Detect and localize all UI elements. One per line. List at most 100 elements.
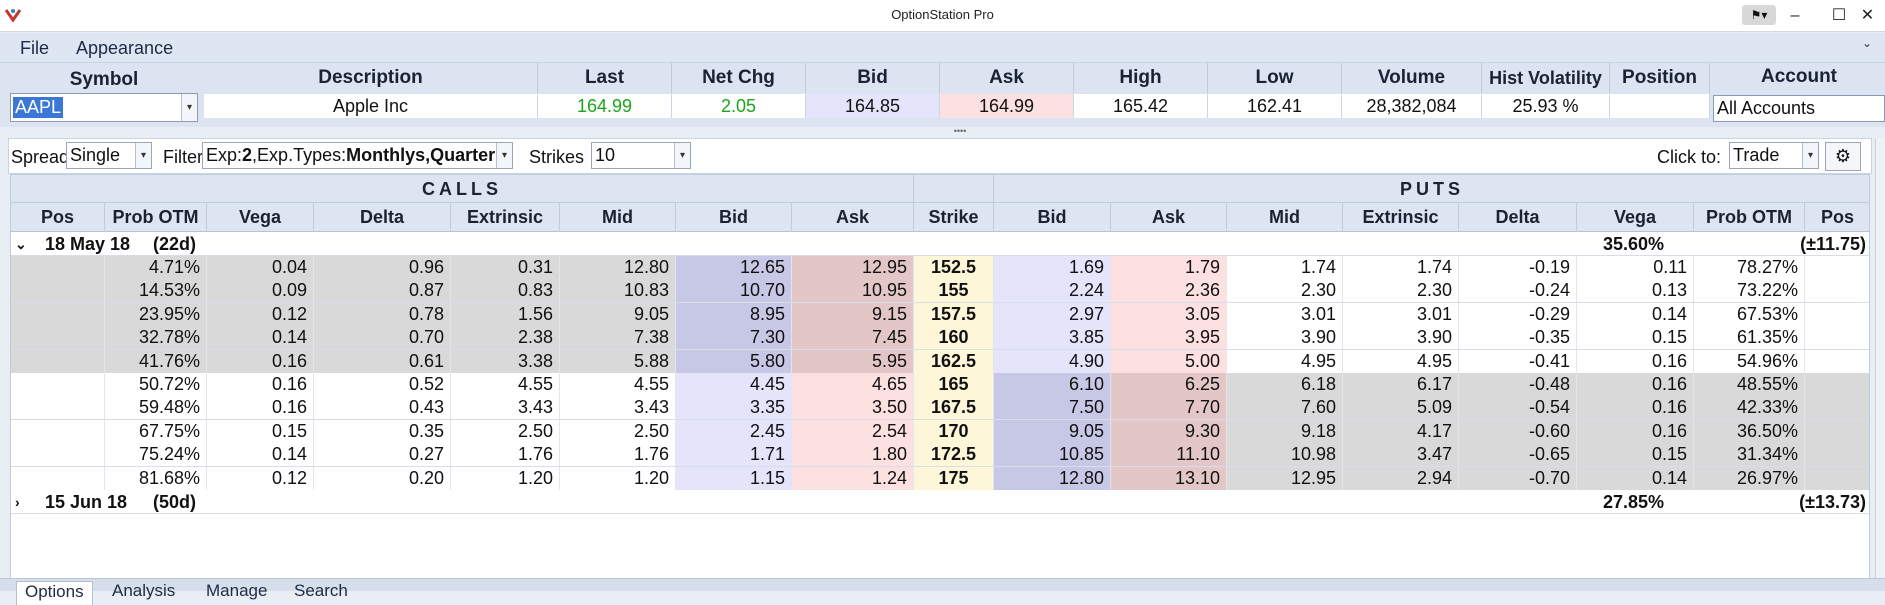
chevron-down-icon[interactable]: ⌄ [1862, 36, 1873, 50]
chain-row[interactable]: 67.75% 0.15 0.35 2.50 2.50 2.45 2.54 170 9.05 9.3… [11, 419, 1869, 444]
call-bid-cell[interactable]: 2.45 [676, 419, 792, 443]
spread-select[interactable]: Single ▾ [66, 142, 152, 169]
column-header-put-pos[interactable]: Pos [1805, 203, 1869, 232]
column-header-call-mid[interactable]: Mid [560, 203, 676, 232]
put-bid-cell[interactable]: 4.90 [994, 349, 1111, 373]
chain-row[interactable]: 81.68% 0.12 0.20 1.20 1.20 1.15 1.24 175 12.80 13… [11, 466, 1869, 491]
put-ask-cell[interactable]: 3.05 [1111, 302, 1227, 326]
chevron-down-icon[interactable]: ▾ [674, 143, 690, 168]
column-header-strike[interactable]: Strike [914, 203, 994, 232]
column-header-put-bid[interactable]: Bid [994, 203, 1111, 232]
splitter-grip-icon[interactable]: •••• [953, 126, 967, 136]
call-ask-cell[interactable]: 5.95 [792, 349, 914, 373]
call-bid-cell[interactable]: 7.30 [676, 326, 792, 350]
call-ask-cell[interactable]: 10.95 [792, 279, 914, 303]
account-select[interactable]: All Accounts [1713, 95, 1885, 122]
put-ask-cell[interactable]: 5.00 [1111, 349, 1227, 373]
column-header-put-mid[interactable]: Mid [1227, 203, 1343, 232]
chain-row[interactable]: 23.95% 0.12 0.78 1.56 9.05 8.95 9.15 157.5 2.97 3… [11, 302, 1869, 327]
put-ask-cell[interactable]: 13.10 [1111, 466, 1227, 490]
put-ask-cell[interactable]: 6.25 [1111, 373, 1227, 396]
call-ask-cell[interactable]: 3.50 [792, 396, 914, 420]
clickto-select[interactable]: Trade ▾ [1729, 142, 1819, 169]
column-header-call-vega[interactable]: Vega [207, 203, 314, 232]
put-bid-cell[interactable]: 7.50 [994, 396, 1111, 420]
call-bid-cell[interactable]: 8.95 [676, 302, 792, 326]
chain-row[interactable]: 75.24% 0.14 0.27 1.76 1.76 1.71 1.80 172.5 10.85… [11, 443, 1869, 468]
put-ask-cell[interactable]: 2.36 [1111, 279, 1227, 303]
put-bid-cell[interactable]: 12.80 [994, 466, 1111, 490]
column-header-put-extrinsic[interactable]: Extrinsic [1343, 203, 1459, 232]
column-header-call-extrinsic[interactable]: Extrinsic [451, 203, 560, 232]
call-bid-cell[interactable]: 1.15 [676, 466, 792, 490]
flag-icon[interactable]: ⚑▾ [1742, 5, 1776, 25]
minimize-button[interactable]: – [1790, 7, 1800, 24]
call-ask-cell[interactable]: 7.45 [792, 326, 914, 350]
call-ask-cell[interactable]: 1.24 [792, 466, 914, 490]
tab-analysis[interactable]: Analysis [112, 581, 176, 600]
maximize-button[interactable]: ☐ [1831, 7, 1847, 24]
chevron-down-icon[interactable]: ▾ [135, 143, 151, 168]
tab-options[interactable]: Options [16, 581, 93, 605]
menu-appearance[interactable]: Appearance [76, 38, 174, 58]
call-ask-cell[interactable]: 2.54 [792, 419, 914, 443]
put-ask-cell[interactable]: 11.10 [1111, 443, 1227, 467]
call-bid-cell[interactable]: 4.45 [676, 373, 792, 396]
put-ask-cell[interactable]: 1.79 [1111, 256, 1227, 279]
put-bid-cell[interactable]: 10.85 [994, 443, 1111, 467]
expiration-row[interactable]: › 15 Jun 18 (50d) 27.85% (±13.73) [11, 490, 1869, 514]
tab-search[interactable]: Search [294, 581, 348, 600]
put-bid-cell[interactable]: 2.24 [994, 279, 1111, 303]
vertical-scrollbar[interactable] [1875, 138, 1885, 584]
call-bid-cell[interactable]: 3.35 [676, 396, 792, 420]
column-header-call-pos[interactable]: Pos [11, 203, 105, 232]
chevron-down-icon[interactable]: ▾ [181, 94, 197, 121]
call-bid-cell[interactable]: 1.71 [676, 443, 792, 467]
put-bid-cell[interactable]: 6.10 [994, 373, 1111, 396]
put-bid-cell[interactable]: 9.05 [994, 419, 1111, 443]
column-header-call-prob-otm[interactable]: Prob OTM [105, 203, 207, 232]
tab-manage[interactable]: Manage [206, 581, 268, 600]
chevron-down-icon[interactable]: ▾ [1802, 143, 1818, 168]
chain-row[interactable]: 4.71% 0.04 0.96 0.31 12.80 12.65 12.95 152.5 1.6… [11, 256, 1869, 280]
put-bid-cell[interactable]: 3.85 [994, 326, 1111, 350]
call-ask-cell[interactable]: 1.80 [792, 443, 914, 467]
symbol-value[interactable]: AAPL [13, 97, 64, 118]
column-header-put-ask[interactable]: Ask [1111, 203, 1227, 232]
put-ask-cell[interactable]: 3.95 [1111, 326, 1227, 350]
column-header-put-prob-otm[interactable]: Prob OTM [1694, 203, 1805, 232]
call-ask-cell[interactable]: 9.15 [792, 302, 914, 326]
call-bid-cell[interactable]: 10.70 [676, 279, 792, 303]
menu-file[interactable]: File [20, 38, 50, 58]
put-bid-cell[interactable]: 2.97 [994, 302, 1111, 326]
chain-row[interactable]: 41.76% 0.16 0.61 3.38 5.88 5.80 5.95 162.5 4.90 5… [11, 349, 1869, 374]
column-header-call-ask[interactable]: Ask [792, 203, 914, 232]
call-ask-cell[interactable]: 4.65 [792, 373, 914, 396]
call-ask-cell[interactable]: 12.95 [792, 256, 914, 279]
chain-row[interactable]: 59.48% 0.16 0.43 3.43 3.43 3.35 3.50 167.5 7.50 7… [11, 396, 1869, 421]
column-header-call-bid[interactable]: Bid [676, 203, 792, 232]
put-ask-cell[interactable]: 7.70 [1111, 396, 1227, 420]
symbol-input[interactable]: AAPL ▾ [10, 93, 198, 122]
call-bid-cell[interactable]: 12.65 [676, 256, 792, 279]
strikes-select[interactable]: 10 ▾ [591, 142, 691, 169]
gear-icon[interactable]: ⚙ [1825, 142, 1861, 171]
expiration-days: (50d) [153, 492, 197, 512]
chevron-down-icon[interactable]: ▾ [496, 143, 512, 168]
quote-bid[interactable]: 164.85 [806, 94, 940, 118]
put-bid-cell[interactable]: 1.69 [994, 256, 1111, 279]
chevron-down-icon[interactable]: ⌄ [15, 236, 27, 252]
chevron-right-icon[interactable]: › [15, 494, 20, 510]
call-bid-cell[interactable]: 5.80 [676, 349, 792, 373]
close-button[interactable]: ✕ [1860, 7, 1875, 24]
column-header-put-vega[interactable]: Vega [1577, 203, 1694, 232]
chain-row[interactable]: 50.72% 0.16 0.52 4.55 4.55 4.45 4.65 165 6.10 6.2… [11, 373, 1869, 397]
column-header-put-delta[interactable]: Delta [1459, 203, 1577, 232]
expiration-row[interactable]: ⌄ 18 May 18 (22d) 35.60% (±11.75) [11, 232, 1869, 256]
quote-ask[interactable]: 164.99 [940, 94, 1074, 118]
column-header-call-delta[interactable]: Delta [314, 203, 451, 232]
put-ask-cell[interactable]: 9.30 [1111, 419, 1227, 443]
chain-row[interactable]: 14.53% 0.09 0.87 0.83 10.83 10.70 10.95 155 2.24… [11, 279, 1869, 304]
chain-row[interactable]: 32.78% 0.14 0.70 2.38 7.38 7.30 7.45 160 3.85 3.9… [11, 326, 1869, 351]
filter-select[interactable]: Exp:2,Exp.Types:Monthlys,Quarterlys ▾ [202, 142, 513, 169]
